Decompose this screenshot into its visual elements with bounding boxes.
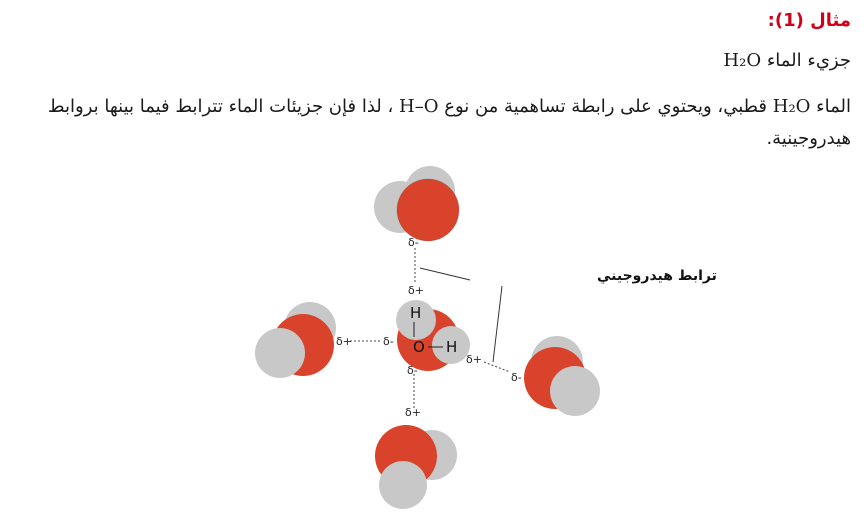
hydrogen-atom bbox=[379, 461, 427, 509]
center-oxygen-label: O bbox=[413, 338, 425, 356]
center-hydrogen-top-label: H bbox=[410, 304, 421, 322]
charge-delta-plus-bottom: δ+ bbox=[405, 406, 421, 419]
hydrogen-bond-annotation: ترابط هيدروجيني bbox=[419, 267, 717, 363]
charge-delta-minus-top: δ- bbox=[408, 236, 419, 249]
molecule-subtitle: جزيء الماء H₂O bbox=[14, 50, 851, 71]
water-molecule-left bbox=[255, 302, 336, 378]
paragraph-part1: الماء bbox=[810, 96, 851, 117]
hydrogen-bond-lines bbox=[350, 248, 511, 408]
hydrogen-atom bbox=[396, 300, 436, 340]
hydrogen-atom bbox=[255, 328, 305, 378]
water-molecule-bottom bbox=[375, 425, 457, 509]
water-molecule-center: H O H bbox=[396, 300, 470, 371]
charge-delta-plus-right: δ+ bbox=[466, 353, 482, 366]
center-hydrogen-right-label: H bbox=[446, 338, 457, 356]
charge-delta-plus-left: δ+ bbox=[336, 335, 352, 348]
water-molecule-top bbox=[374, 166, 460, 242]
hydrogen-atom bbox=[550, 366, 600, 416]
charge-delta-minus-bottom: δ- bbox=[407, 364, 418, 377]
charge-delta-minus-left: δ- bbox=[383, 335, 394, 348]
explanation-paragraph: الماء H₂O قطبي، ويحتوي على رابطة تساهمية… bbox=[14, 91, 851, 155]
subtitle-text: جزيء الماء bbox=[761, 50, 851, 71]
subtitle-formula: H₂O bbox=[723, 50, 762, 71]
hydrogen-bond-label: ترابط هيدروجيني bbox=[597, 268, 717, 284]
charge-delta-plus-top: δ+ bbox=[408, 284, 424, 297]
paragraph-formula: H₂O bbox=[772, 96, 811, 117]
paragraph-bond: H–O bbox=[399, 96, 439, 117]
oxygen-atom bbox=[396, 178, 460, 242]
paragraph-part2: قطبي، ويحتوي على رابطة تساهمية من نوع bbox=[438, 96, 773, 117]
charge-delta-minus-right: δ- bbox=[511, 371, 522, 384]
water-molecule-right bbox=[524, 336, 600, 416]
hydrogen-atom bbox=[432, 326, 470, 364]
hydrogen-bond-right bbox=[483, 361, 511, 373]
paragraph-part3: ، لذا فإن جزيئات الماء تترابط فيما بينها… bbox=[47, 96, 851, 149]
example-title: مثال (1): bbox=[767, 10, 851, 31]
annotation-pointer-right bbox=[492, 285, 503, 363]
annotation-pointer-top bbox=[419, 267, 471, 281]
